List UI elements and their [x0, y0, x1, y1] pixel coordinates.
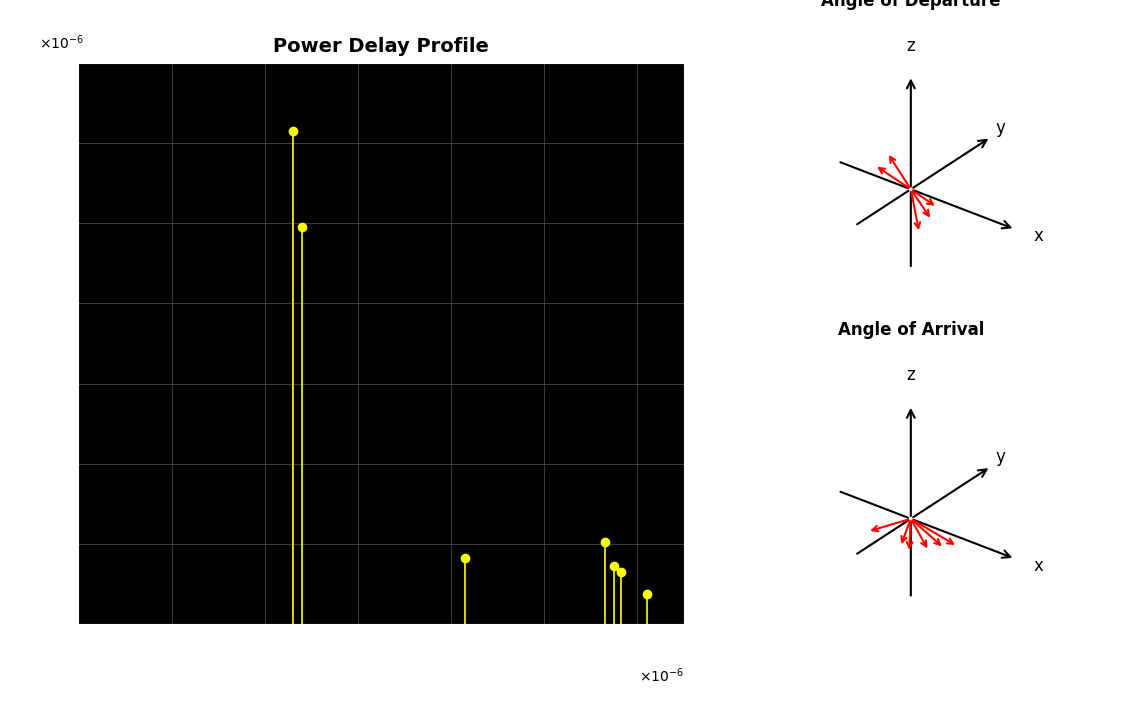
Text: y: y	[995, 118, 1006, 137]
Text: z: z	[907, 37, 915, 55]
Title: Power Delay Profile: Power Delay Profile	[274, 37, 489, 56]
Text: $\times10^{-6}$: $\times10^{-6}$	[39, 33, 84, 52]
X-axis label: Delay (s): Delay (s)	[344, 653, 418, 671]
Text: x: x	[1034, 228, 1044, 245]
Text: x: x	[1034, 557, 1044, 575]
Y-axis label: Magnitude: Magnitude	[36, 299, 54, 388]
Title: Angle of Arrival: Angle of Arrival	[837, 321, 984, 339]
Title: Angle of Departure: Angle of Departure	[821, 0, 1001, 10]
Text: z: z	[907, 367, 915, 384]
Text: $\times10^{-6}$: $\times10^{-6}$	[639, 666, 684, 685]
Text: y: y	[995, 448, 1006, 466]
